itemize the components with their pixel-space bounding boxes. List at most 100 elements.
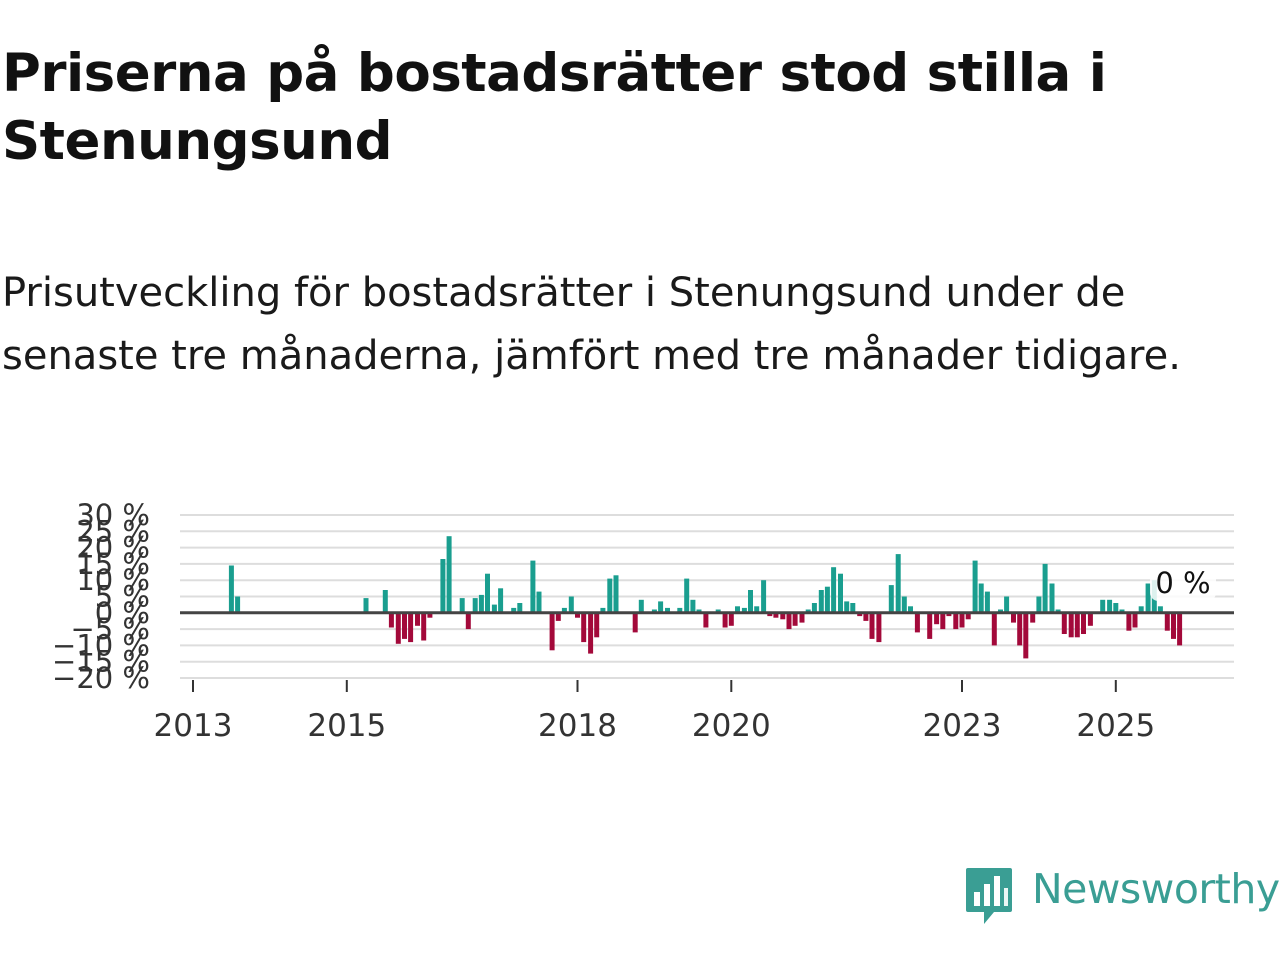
bar <box>722 612 728 628</box>
bar <box>1061 612 1067 634</box>
bar <box>888 585 894 613</box>
bar <box>440 559 446 613</box>
bar <box>421 612 427 641</box>
bar <box>1100 599 1106 613</box>
bar <box>517 603 523 613</box>
x-tick-label: 2025 <box>1076 708 1155 744</box>
y-tick-label: 0 % <box>95 596 150 630</box>
bar <box>402 612 407 639</box>
y-tick-label: 10 % <box>76 563 150 597</box>
newsworthy-logo-text: Newsworthy <box>1032 865 1280 913</box>
bar <box>901 596 907 613</box>
bar <box>792 612 798 626</box>
bar <box>869 612 875 639</box>
bar <box>1132 612 1138 628</box>
bar <box>908 606 913 613</box>
bar <box>658 601 664 613</box>
bar <box>1164 612 1170 631</box>
last-value-label-background <box>1150 566 1216 601</box>
bar <box>1017 612 1023 646</box>
bar <box>824 586 830 613</box>
bar <box>415 612 420 626</box>
bar <box>1087 612 1093 626</box>
y-tick-label: −10 % <box>52 628 150 662</box>
bar <box>1068 612 1074 638</box>
bar <box>555 612 561 621</box>
bar <box>363 598 369 613</box>
bar <box>395 612 401 644</box>
bar <box>561 607 567 613</box>
bar <box>998 609 1003 613</box>
bar <box>1157 606 1163 613</box>
bar <box>485 573 490 613</box>
bar <box>1042 563 1048 613</box>
bar <box>940 612 946 630</box>
bar <box>1055 609 1061 613</box>
last-value-annotation: 0 % <box>1150 566 1216 601</box>
bar <box>728 612 734 626</box>
bar <box>408 612 414 643</box>
bar <box>780 612 786 620</box>
y-tick-label: 25 % <box>76 514 150 548</box>
bar <box>677 607 683 613</box>
newsworthy-logo-icon <box>966 868 1012 924</box>
newsworthy-logo: Newsworthy <box>964 864 1280 928</box>
bar <box>946 612 952 617</box>
bar <box>741 607 747 613</box>
y-tick-label: 20 % <box>76 531 150 565</box>
bar <box>754 606 760 613</box>
bar <box>1004 596 1010 613</box>
y-tick-label: 15 % <box>76 547 150 581</box>
bar <box>965 612 971 620</box>
bar <box>1177 612 1183 646</box>
bar <box>235 596 241 613</box>
bar <box>1030 612 1036 623</box>
y-tick-label: 5 % <box>95 580 150 614</box>
bar <box>382 590 388 613</box>
bar <box>549 612 555 651</box>
bar <box>1011 612 1016 623</box>
bar <box>568 596 574 613</box>
bar <box>427 612 433 618</box>
bar <box>613 575 619 613</box>
bar <box>1074 612 1080 638</box>
bar <box>735 606 740 613</box>
bar <box>632 612 638 633</box>
bar <box>703 612 709 628</box>
bar <box>773 612 779 618</box>
bar <box>761 580 767 613</box>
x-tick-label: 2023 <box>923 708 1002 744</box>
bar <box>831 567 837 613</box>
bar <box>575 612 580 618</box>
bar <box>895 554 901 613</box>
bar <box>748 590 753 613</box>
bar <box>536 591 542 613</box>
page-subtitle: Prisutveckling för bostadsrätter i Stenu… <box>2 270 1181 379</box>
bar <box>953 612 959 630</box>
bar <box>459 598 465 613</box>
last-value-label: 0 % <box>1155 566 1210 600</box>
bar <box>876 612 882 643</box>
bar <box>388 612 394 628</box>
bar <box>465 612 471 630</box>
page-title: Priserna på bostadsrätter stod stilla i … <box>2 43 1107 172</box>
bar <box>511 607 517 613</box>
bar <box>914 612 920 633</box>
y-tick-label: −20 % <box>52 661 150 695</box>
bar <box>491 604 497 613</box>
bar <box>1145 583 1151 613</box>
bar <box>863 612 869 621</box>
bar <box>991 612 997 646</box>
bar <box>927 612 933 639</box>
bar <box>696 609 702 613</box>
bar <box>811 603 817 613</box>
bar <box>581 612 587 643</box>
bar <box>1049 583 1055 613</box>
x-tick-label: 2020 <box>692 708 771 744</box>
bar <box>684 578 690 613</box>
bar <box>478 594 484 613</box>
bar <box>857 612 863 617</box>
bar <box>228 565 234 613</box>
bar <box>767 612 773 617</box>
bar <box>594 612 600 638</box>
